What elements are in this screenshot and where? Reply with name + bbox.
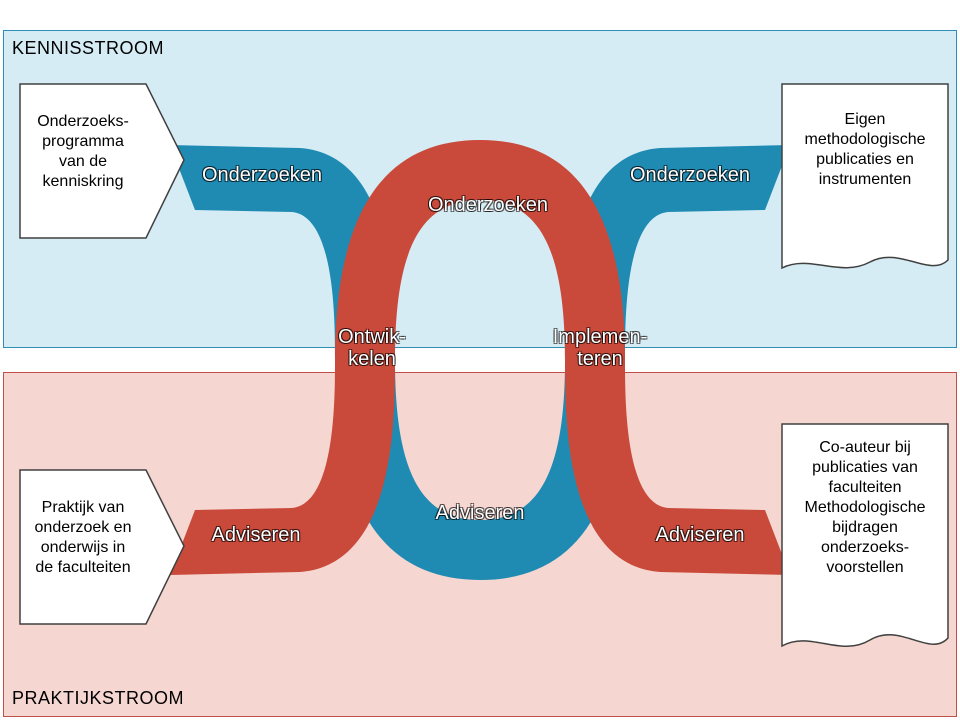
callout-bot-left-text: Praktijk van onderzoek en onderwijs in d… [22, 498, 144, 578]
callout-top-left-text: Onderzoeks- programma van de kenniskring [22, 112, 144, 192]
callout-top-right-text: Eigen methodologische publicaties en ins… [786, 110, 944, 190]
callout-bot-right-text: Co-auteur bij publicaties van faculteite… [786, 438, 944, 578]
diagram-canvas: KENNISSTROOM PRAKTIJKSTROOM Onderzoeks- … [0, 0, 960, 720]
